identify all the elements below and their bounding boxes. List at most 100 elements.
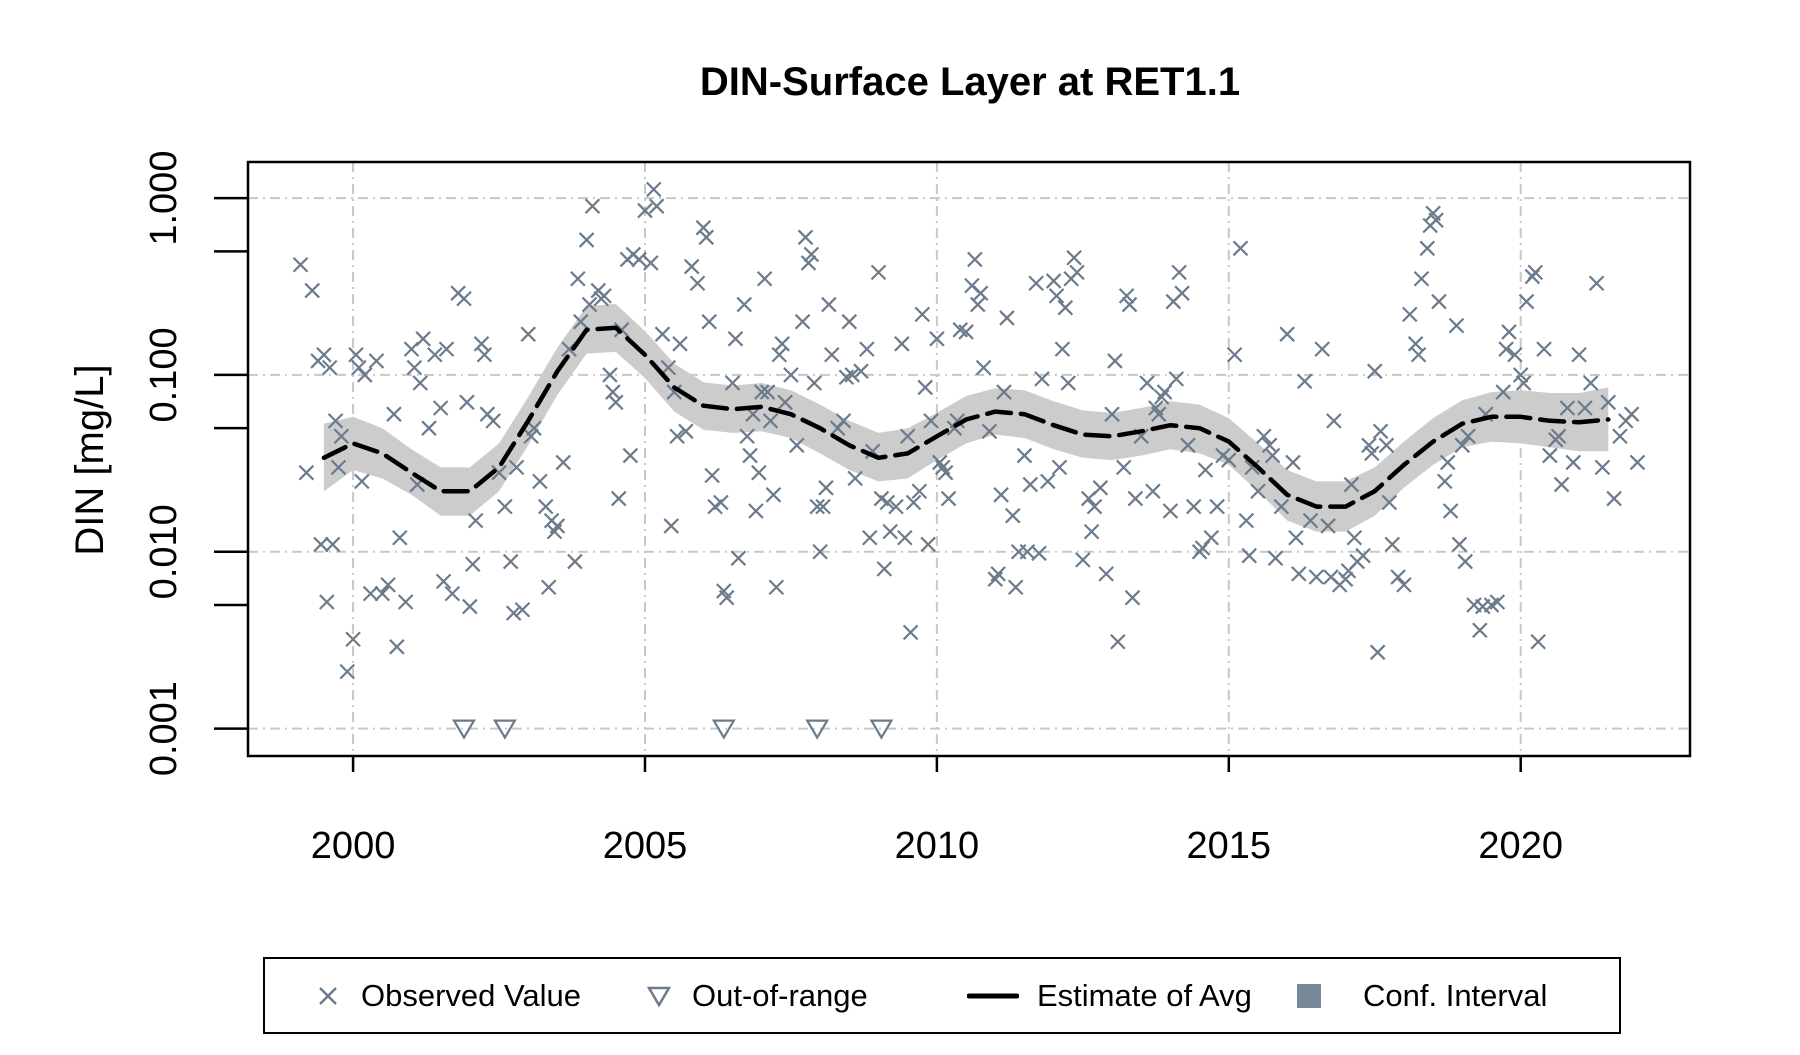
y-tick-label: 1.000 [143, 151, 185, 246]
observed-point [1267, 550, 1284, 566]
observed-point [1092, 480, 1109, 496]
observed-point [669, 428, 685, 445]
observed-point [967, 251, 983, 268]
observed-point [1407, 336, 1424, 352]
observed-point [1232, 240, 1249, 257]
observed-point [1121, 296, 1138, 313]
observed-point [1337, 571, 1354, 587]
observed-point [1045, 273, 1062, 289]
observed-point [1285, 454, 1301, 471]
observed-point [537, 498, 554, 515]
observed-point [698, 229, 715, 246]
observed-point [1515, 375, 1532, 391]
observed-point [1288, 529, 1304, 546]
observed-point [333, 428, 350, 445]
observed-point [444, 585, 461, 602]
observed-point [1124, 589, 1141, 606]
observed-point [1145, 483, 1161, 499]
observed-point [1127, 490, 1144, 507]
observed-point [648, 198, 665, 214]
observed-point [815, 498, 831, 515]
legend: Observed Value Out-of-range Estimate of … [263, 957, 1621, 1034]
chart-title: DIN-Surface Layer at RET1.1 [700, 60, 1240, 104]
observed-point [380, 577, 396, 593]
observed-point [1264, 447, 1281, 464]
observed-point [1118, 288, 1135, 304]
legend-item-out-of-range: Out-of-range [644, 959, 868, 1032]
observed-point [637, 202, 653, 219]
observed-point [596, 288, 612, 304]
observed-point [937, 464, 954, 481]
observed-point [1401, 306, 1418, 323]
x-tick-label: 2000 [311, 825, 396, 867]
observed-point [1501, 324, 1517, 340]
observed-point [739, 428, 755, 445]
observed-point [800, 255, 817, 271]
observed-point [1413, 270, 1430, 287]
observed-point [532, 473, 548, 490]
observed-point [462, 598, 478, 615]
observed-point [520, 326, 537, 342]
observed-point [1612, 428, 1628, 445]
observed-point [1550, 428, 1567, 445]
observed-point [622, 447, 639, 464]
observed-point [1410, 347, 1427, 363]
observed-point [666, 384, 682, 400]
observed-point [567, 553, 583, 570]
observed-point [853, 363, 869, 379]
x-tick-label: 2005 [603, 825, 688, 867]
observed-point [1273, 498, 1290, 515]
observed-point [1582, 375, 1599, 391]
observed-point [459, 394, 475, 411]
observed-point [631, 251, 647, 268]
observed-point [724, 375, 741, 391]
observed-point [497, 498, 513, 515]
observed-point [435, 573, 452, 590]
observed-point [1075, 552, 1091, 568]
observed-point [514, 601, 531, 618]
observed-point [415, 331, 431, 347]
observed-point [701, 313, 717, 330]
observed-point [1527, 264, 1544, 281]
observed-point [1226, 347, 1243, 363]
out-of-range-point [711, 719, 736, 740]
observed-point [1174, 285, 1190, 301]
observed-point [958, 324, 974, 340]
observed-point [1104, 406, 1120, 422]
observed-point [605, 384, 621, 400]
observed-point [844, 367, 861, 383]
observed-point [1115, 459, 1132, 476]
observed-point [456, 290, 472, 307]
observed-point [389, 639, 405, 655]
observed-point [581, 296, 598, 313]
observed-point [730, 550, 747, 566]
observed-point [894, 336, 910, 352]
observed-point [502, 553, 519, 570]
observed-point [1291, 566, 1307, 582]
dashed-line-icon [966, 981, 1020, 1011]
observed-point [1451, 536, 1468, 553]
observed-point [508, 459, 525, 476]
observed-point [996, 384, 1012, 400]
observed-point [663, 518, 680, 534]
observed-point [821, 296, 837, 313]
observed-point [421, 420, 437, 436]
observed-point [321, 359, 338, 376]
observed-point [578, 232, 595, 248]
observed-point [555, 454, 572, 471]
observed-point [882, 523, 898, 540]
out-of-range-point [869, 719, 894, 740]
observed-point [905, 494, 922, 511]
observed-point [812, 543, 828, 560]
out-of-range-point [805, 719, 830, 740]
observed-point [345, 631, 361, 648]
estimate-line [321, 325, 1611, 509]
observed-point [432, 400, 449, 416]
observed-point [1498, 341, 1514, 357]
observed-point [1457, 553, 1474, 570]
observed-point [1016, 447, 1033, 464]
observed-point [1381, 494, 1398, 511]
observed-point [1396, 577, 1412, 593]
observed-point [1203, 529, 1220, 546]
